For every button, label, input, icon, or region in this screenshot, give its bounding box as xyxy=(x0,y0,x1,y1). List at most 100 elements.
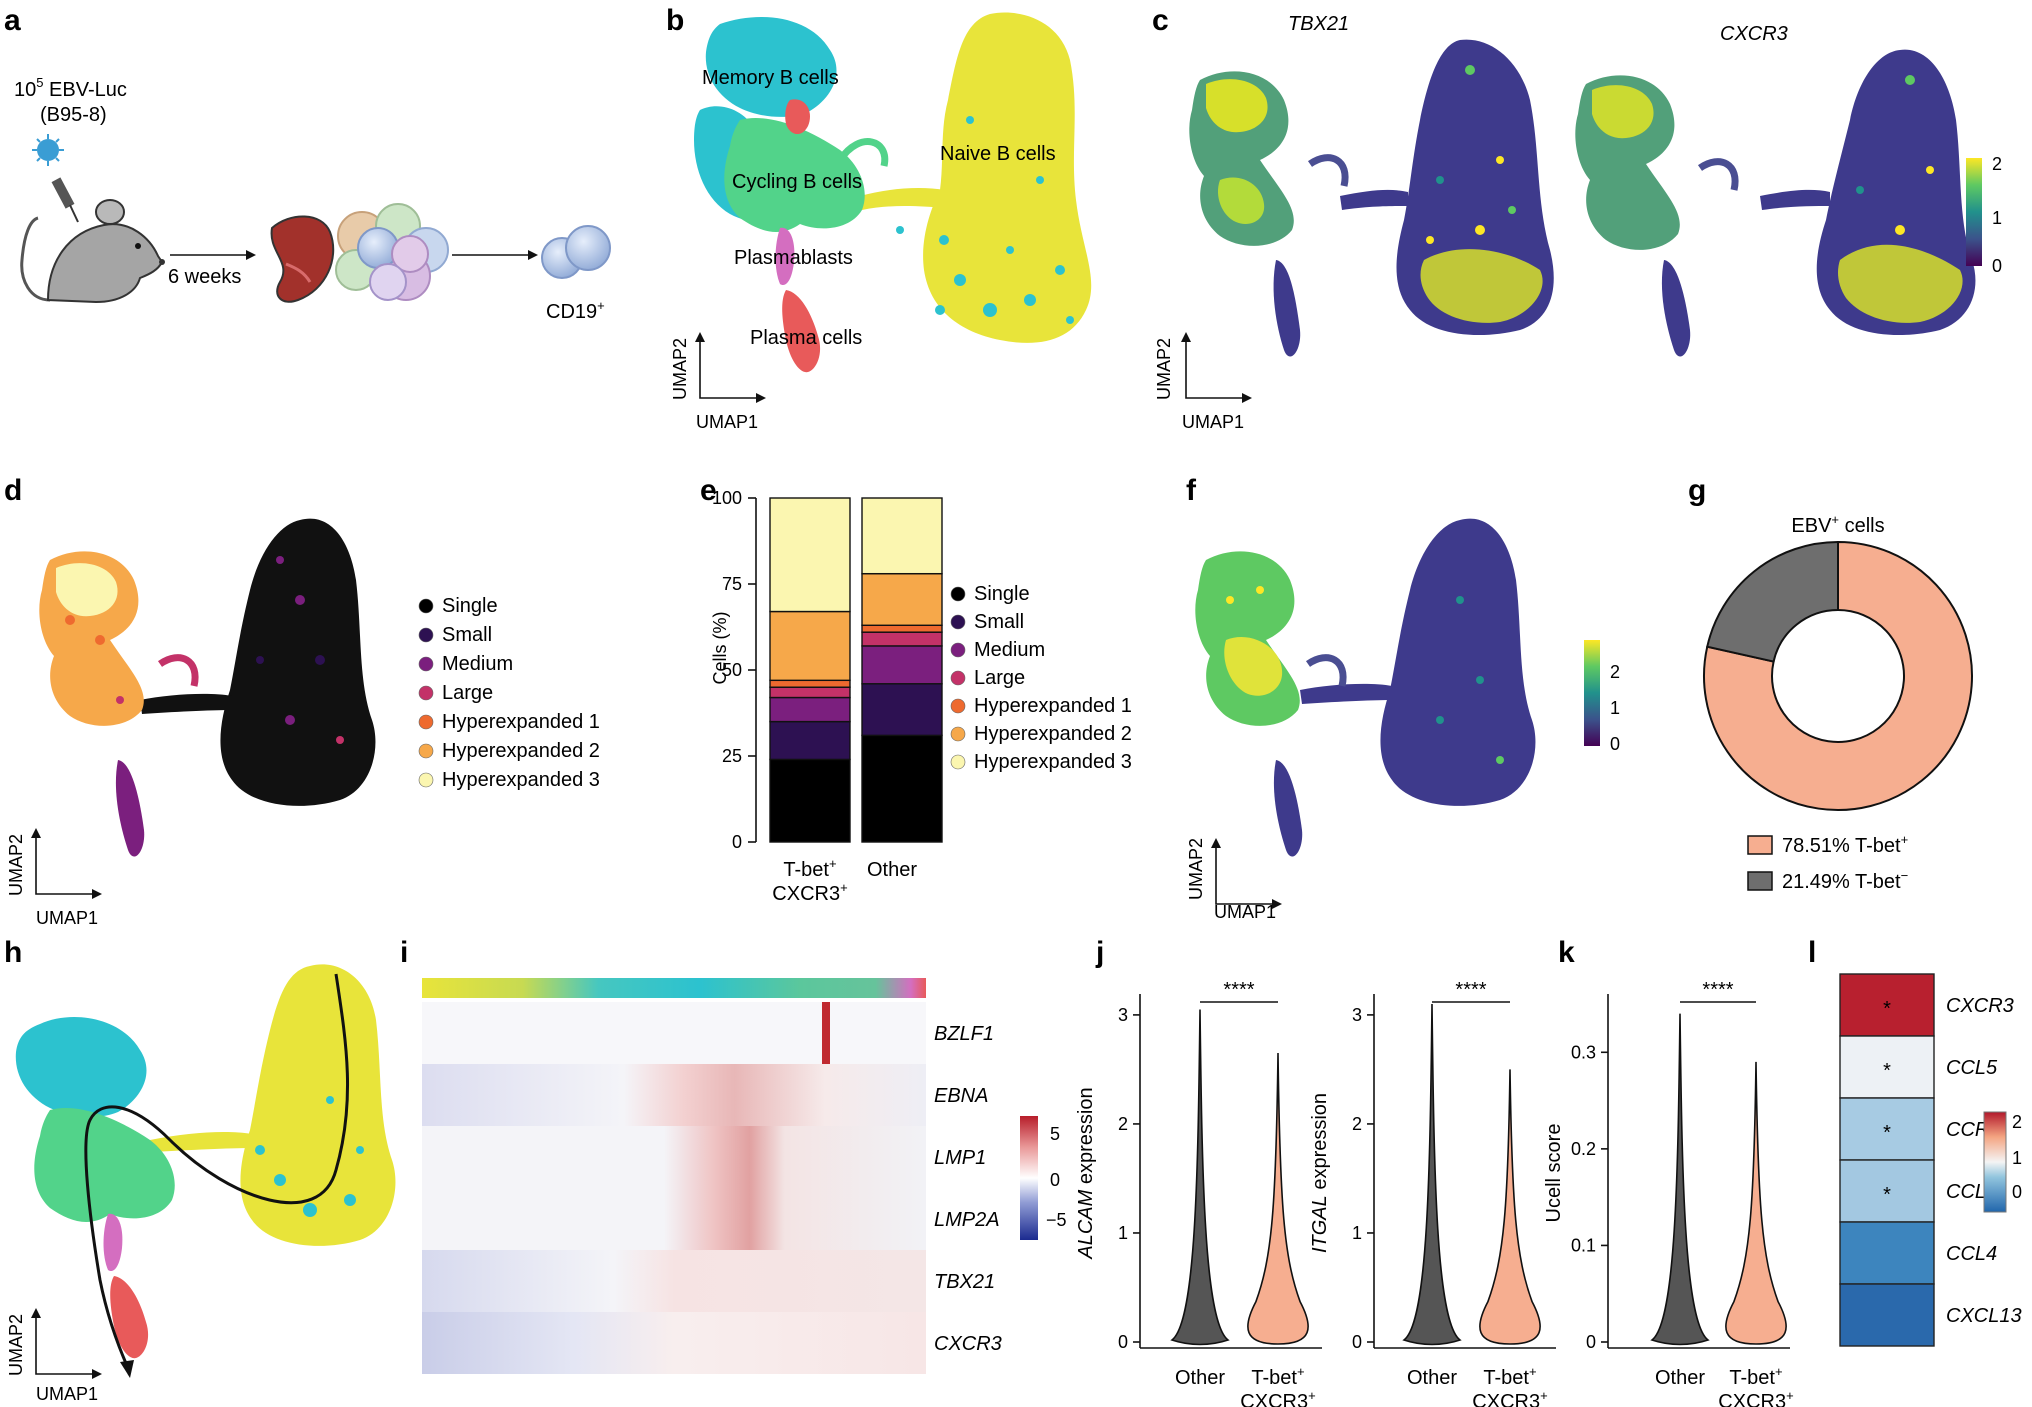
bar-0-4 xyxy=(769,679,851,688)
cd19-cells-icon xyxy=(541,225,611,279)
heatmap-gene-lmp2a: LMP2A xyxy=(934,1209,1000,1231)
bar-1-0 xyxy=(861,734,943,843)
violin-yticklabel-2: 0.2 xyxy=(1571,1139,1596,1159)
colorbar-f-tick-1: 1 xyxy=(1610,698,1620,718)
ebv-strain-label: (B95-8) xyxy=(40,104,107,126)
donut-slice-0 xyxy=(1703,540,1974,811)
violin-tbet xyxy=(1725,1061,1787,1345)
umap-b-axes: UMAP1 UMAP2 xyxy=(670,332,766,432)
panel-d: d UMAP1 UMAP2 Single Small Medium Large Hype… xyxy=(4,474,600,928)
bar-1-4 xyxy=(861,624,943,633)
legend-dot-6 xyxy=(950,754,966,770)
chart-e-yticklabel-0: 0 xyxy=(732,832,742,852)
chemokine-cell-ccl4 xyxy=(1839,1221,1935,1285)
colorbar-f-tick-2: 2 xyxy=(1610,662,1620,682)
syringe-icon xyxy=(51,177,79,223)
umap1-label-d: UMAP1 xyxy=(36,908,98,928)
chemokine-cell-cxcl13 xyxy=(1839,1283,1935,1347)
umap-h-axes: UMAP1 UMAP2 xyxy=(6,1308,102,1404)
umap2-label-f: UMAP2 xyxy=(1186,838,1206,900)
chemokine-cell-cxcr3 xyxy=(1839,973,1935,1037)
colorbar-l-tick-2: 2 xyxy=(2012,1112,2022,1132)
panel-a: a 105 EBV-Luc (B95-8) 6 weeks xyxy=(4,4,611,323)
violin-xlabel-other: Other xyxy=(1175,1367,1225,1389)
violin-yticklabel-1: 1 xyxy=(1352,1223,1362,1243)
legend-dot-6 xyxy=(418,772,434,788)
panel-letter-k: k xyxy=(1558,936,1575,969)
pseudotime-cluster-bar xyxy=(422,978,926,998)
umap-bridge xyxy=(860,188,945,210)
ebv-dose-label: 105 EBV-Luc xyxy=(14,75,127,101)
violin-yticklabel-2: 2 xyxy=(1352,1114,1362,1134)
bar-0-0 xyxy=(769,758,851,843)
umap-d-bridge xyxy=(140,693,232,714)
colorbar-i-tick-5: 5 xyxy=(1050,1124,1060,1144)
heatmap-gene-tbx21: TBX21 xyxy=(934,1271,995,1293)
colorbar-i-tick-minus5: −5 xyxy=(1046,1210,1067,1230)
colorbar-l xyxy=(1983,1111,2007,1213)
trajectory-arrowhead xyxy=(120,1360,134,1378)
violin-other xyxy=(1650,1013,1710,1346)
chart-e-yticks: 0 25 50 75 100 xyxy=(712,488,756,852)
panel-b: b UMAP1 UMAP2 Memory B cells Cycling B c… xyxy=(666,4,1092,432)
violin-yticklabel-0: 0 xyxy=(1352,1332,1362,1352)
legend-label-4: Hyperexpanded 1 xyxy=(442,711,600,733)
legend-label-0: Single xyxy=(442,595,498,617)
umap2-label-d: UMAP2 xyxy=(6,834,26,896)
chart-e-yticklabel-2: 50 xyxy=(722,660,742,680)
chemokine-star-0: * xyxy=(1883,998,1891,1020)
umap-d-speckles xyxy=(65,556,344,744)
legend-label-2: Medium xyxy=(442,653,513,675)
violin-xlabel-cxcr3: CXCR3+ xyxy=(1240,1388,1315,1407)
legend-dot-0 xyxy=(418,598,434,614)
legend-label-3: Large xyxy=(442,682,493,704)
legend-dot-3 xyxy=(418,685,434,701)
arrowhead-1 xyxy=(246,250,256,260)
gene-title-cxcr3: CXCR3 xyxy=(1720,23,1788,45)
colorbar-f-tick-0: 0 xyxy=(1610,734,1620,754)
chart-e-yticklabel-1: 25 xyxy=(722,746,742,766)
bar-0-5 xyxy=(769,610,851,682)
legend-dot-2 xyxy=(950,642,966,658)
arrowhead-2 xyxy=(528,250,538,260)
violin-yticklabel-1: 0.1 xyxy=(1571,1235,1596,1255)
violin-itgal: 0 1 2 3 ITGAL expression **** Other T-bet+CXCR3… xyxy=(1309,979,1556,1407)
umap-memory-speckles xyxy=(896,116,1074,324)
mouse-icon xyxy=(20,199,165,304)
legend-dot-5 xyxy=(418,743,434,759)
heatmap-bzlf1-peak xyxy=(822,1002,830,1064)
colorbar-i xyxy=(1020,1116,1038,1240)
violin-xlabel-tbet: T-bet+ xyxy=(1251,1364,1304,1389)
duration-label: 6 weeks xyxy=(168,266,241,288)
violin-xlabel-cxcr3: CXCR3+ xyxy=(1472,1388,1547,1407)
panel-letter-e: e xyxy=(700,474,717,507)
chart-e-yticklabel-3: 75 xyxy=(722,574,742,594)
legend-dot-2 xyxy=(418,656,434,672)
violin-ylabel: ITGAL expression xyxy=(1309,1093,1331,1253)
violin-ylabel: ALCAM expression xyxy=(1075,1087,1097,1259)
umap1-label-b: UMAP1 xyxy=(696,412,758,432)
chemokine-gene-ccl4: CCL4 xyxy=(1946,1243,1997,1265)
violin-xlabel-other: Other xyxy=(1407,1367,1457,1389)
violin-yticklabel-0: 0 xyxy=(1586,1332,1596,1352)
panel-letter-d: d xyxy=(4,474,22,507)
bar-0-6 xyxy=(769,497,851,613)
violin-yticklabel-0: 0 xyxy=(1118,1332,1128,1352)
chart-e-xlabel-cxcr3: CXCR3+ xyxy=(772,880,847,905)
panel-letter-c: c xyxy=(1152,4,1169,37)
cluster-label-plasma: Plasma cells xyxy=(750,327,862,349)
panel-h: h UMAP1 UMAP2 xyxy=(4,936,396,1404)
heatmap-gene-bzlf1: BZLF1 xyxy=(934,1023,994,1045)
chart-e-ylabel: Cells (%) xyxy=(710,611,730,684)
legend-label-6: Hyperexpanded 3 xyxy=(442,769,600,791)
umap-plasma-memory-patch xyxy=(785,99,810,135)
panel-g: g EBV+ cells 78.51% T-bet+ 21.49% T-bet− xyxy=(1688,474,1974,893)
chart-e-bars xyxy=(769,497,943,843)
violin-xlabel-other: Other xyxy=(1655,1367,1705,1389)
clonality-legend-e: Single Small Medium Large Hyperexpanded 1 Hyp… xyxy=(950,583,1132,773)
violin-yticklabel-1: 1 xyxy=(1118,1223,1128,1243)
bar-0-2 xyxy=(769,696,851,723)
violin-xlabel-tbet: T-bet+ xyxy=(1729,1364,1782,1389)
